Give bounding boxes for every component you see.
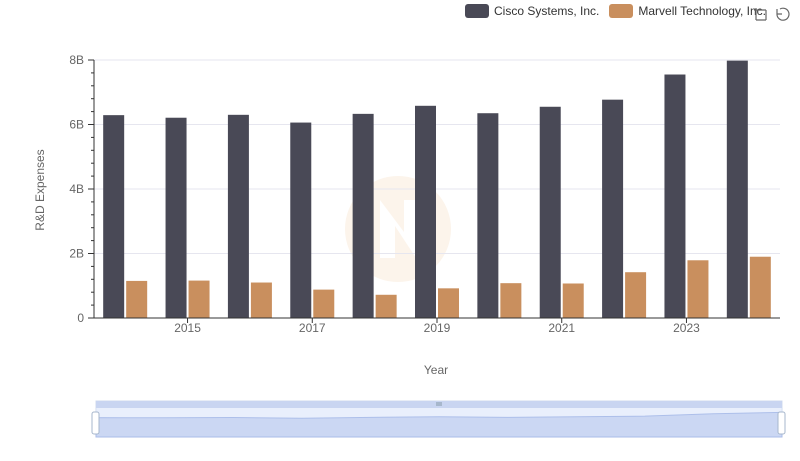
bar-marvell-2020[interactable] [500, 283, 522, 318]
bar-marvell-2015[interactable] [188, 280, 210, 318]
legend-swatch-cisco [465, 4, 490, 18]
legend-label-cisco: Cisco Systems, Inc. [494, 4, 600, 18]
bars [103, 60, 771, 319]
bar-cisco-2014[interactable] [103, 115, 125, 319]
bar-cisco-2015[interactable] [165, 117, 187, 318]
x-tick-label: 2021 [548, 321, 575, 335]
bar-marvell-2016[interactable] [250, 282, 272, 318]
x-axis-label: Year [424, 363, 448, 377]
bar-marvell-2014[interactable] [126, 280, 148, 318]
bar-marvell-2022[interactable] [625, 272, 647, 318]
bar-cisco-2023[interactable] [664, 74, 686, 318]
legend-swatch-marvell [609, 4, 634, 18]
bar-marvell-2018[interactable] [375, 294, 397, 318]
y-tick-label: 4B [69, 182, 84, 196]
slider-handle-left[interactable] [91, 411, 100, 435]
bar-marvell-2021[interactable] [562, 283, 584, 318]
x-axis: 2015 2017 2019 2021 2023 [94, 317, 780, 335]
bar-marvell-2017[interactable] [313, 289, 335, 318]
y-tick-label: 0 [77, 311, 84, 325]
legend: Cisco Systems, Inc. Marvell Technology, … [465, 4, 766, 18]
zoom-icon[interactable] [752, 6, 768, 22]
y-axis: 0 2B 4B 6B 8B [69, 53, 95, 325]
bar-marvell-2024[interactable] [749, 256, 771, 318]
bar-cisco-2024[interactable] [726, 60, 748, 319]
bar-cisco-2018[interactable] [352, 113, 374, 318]
bar-cisco-2017[interactable] [290, 122, 312, 318]
data-zoom-slider[interactable] [91, 400, 786, 438]
slider-drag-handle[interactable] [436, 402, 442, 406]
y-tick-label: 2B [69, 247, 84, 261]
bar-cisco-2022[interactable] [602, 99, 624, 318]
slider-handle-right[interactable] [777, 411, 786, 435]
bar-cisco-2020[interactable] [477, 113, 499, 319]
toolbox [752, 6, 790, 22]
bar-cisco-2016[interactable] [227, 114, 249, 318]
y-axis-label: R&D Expenses [33, 149, 47, 230]
y-tick-label: 8B [69, 53, 84, 67]
bar-marvell-2023[interactable] [687, 260, 709, 318]
x-tick-label: 2019 [424, 321, 451, 335]
x-tick-label: 2015 [174, 321, 201, 335]
legend-item-marvell[interactable]: Marvell Technology, Inc. [609, 4, 766, 18]
bar-cisco-2019[interactable] [415, 105, 436, 318]
x-tick-label: 2017 [299, 321, 326, 335]
x-tick-label: 2023 [673, 321, 700, 335]
restore-icon[interactable] [774, 6, 790, 22]
bar-marvell-2019[interactable] [438, 288, 459, 318]
legend-item-cisco[interactable]: Cisco Systems, Inc. [465, 4, 599, 18]
legend-label-marvell: Marvell Technology, Inc. [638, 4, 766, 18]
y-tick-label: 6B [69, 118, 84, 132]
bar-cisco-2021[interactable] [539, 106, 561, 318]
